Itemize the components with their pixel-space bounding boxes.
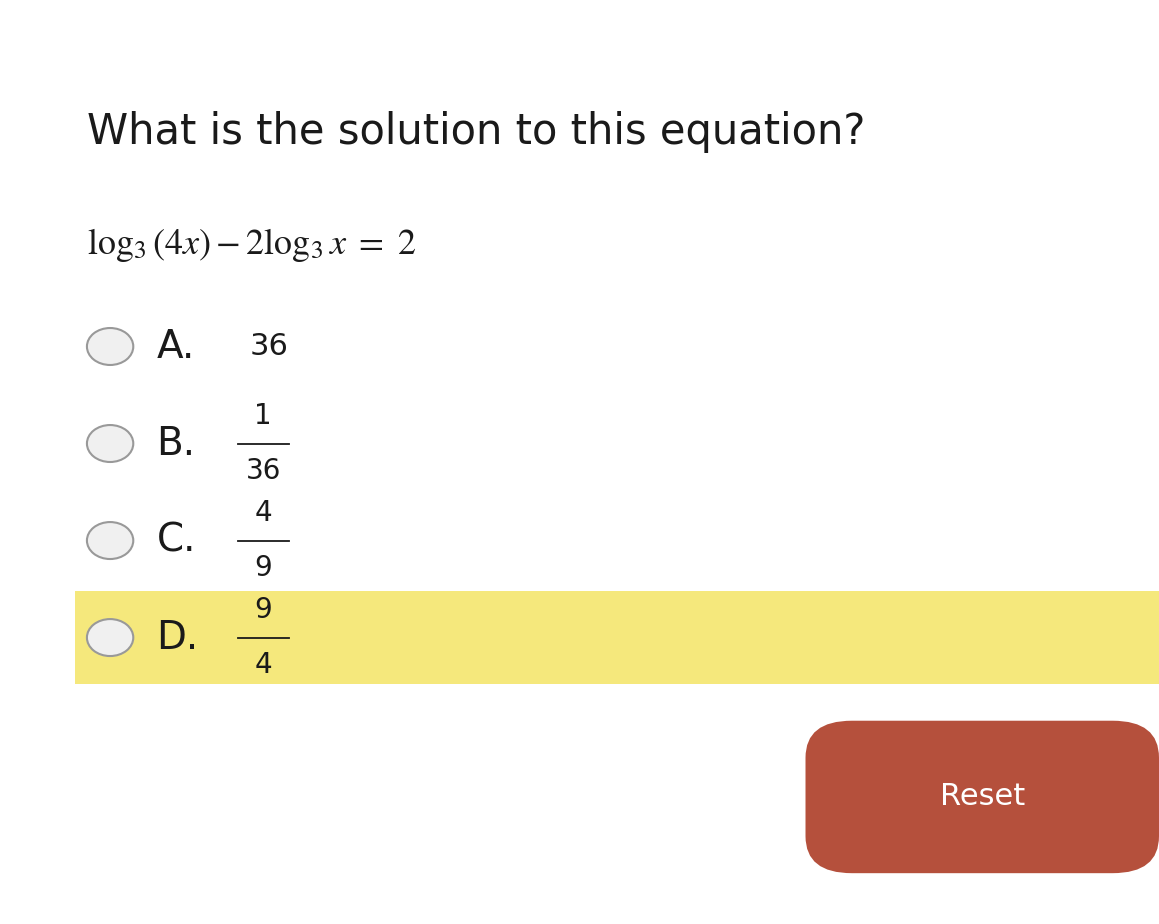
FancyBboxPatch shape xyxy=(75,591,1159,684)
Text: 36: 36 xyxy=(246,457,280,485)
Text: What is the solution to this equation?: What is the solution to this equation? xyxy=(87,111,866,152)
Circle shape xyxy=(87,619,133,656)
Text: C.: C. xyxy=(156,521,196,560)
Text: 36: 36 xyxy=(249,332,289,361)
Text: Reset: Reset xyxy=(940,783,1025,811)
Circle shape xyxy=(87,328,133,365)
FancyBboxPatch shape xyxy=(806,721,1159,873)
Text: B.: B. xyxy=(156,424,196,463)
Text: 4: 4 xyxy=(254,499,272,527)
Text: 9: 9 xyxy=(254,596,272,624)
Text: D.: D. xyxy=(156,618,198,657)
Text: 1: 1 xyxy=(254,402,272,430)
Text: 4: 4 xyxy=(254,651,272,679)
Text: $\log_3(4x) - 2\log_3 x\ =\ 2$: $\log_3(4x) - 2\log_3 x\ =\ 2$ xyxy=(87,226,417,264)
Text: A.: A. xyxy=(156,327,195,366)
Text: 9: 9 xyxy=(254,554,272,582)
Circle shape xyxy=(87,522,133,559)
Circle shape xyxy=(87,425,133,462)
